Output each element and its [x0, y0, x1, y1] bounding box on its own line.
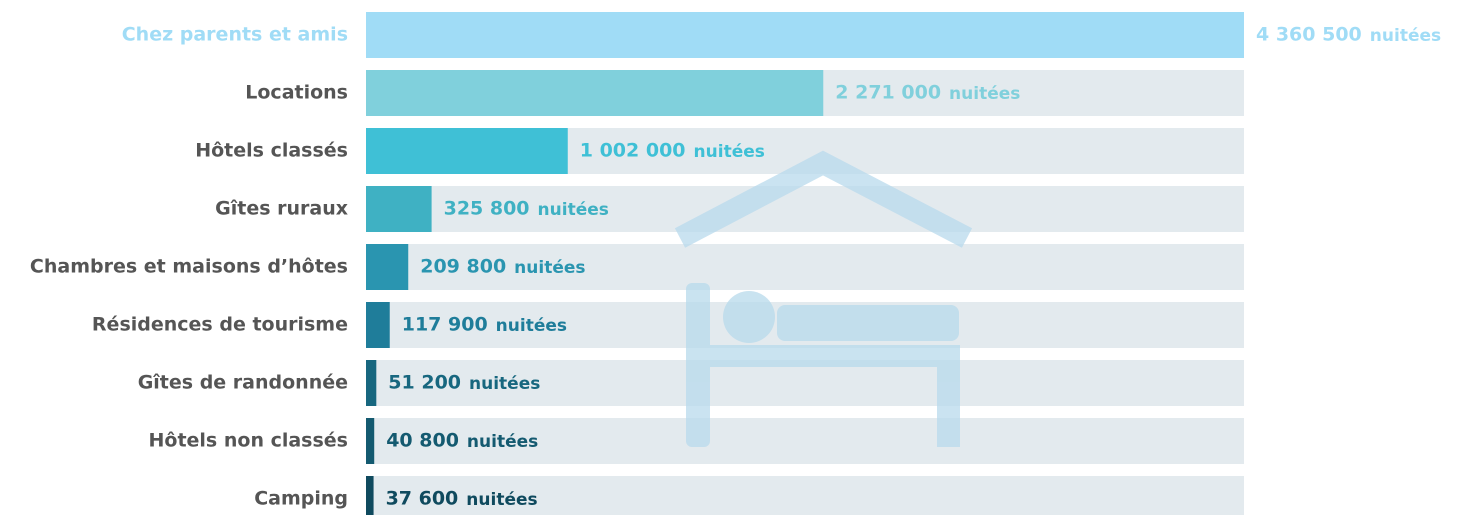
- value-label: 117 900: [402, 314, 488, 336]
- unit-label: nuitées: [466, 490, 537, 510]
- category-label: Gîtes ruraux: [215, 198, 348, 220]
- unit-label: nuitées: [1370, 26, 1441, 46]
- track: [366, 360, 1244, 406]
- tracks: [366, 12, 1244, 515]
- track: [366, 186, 1244, 232]
- unit-label: nuitées: [538, 200, 609, 220]
- track: [366, 476, 1244, 515]
- bar: [366, 186, 432, 232]
- bar: [366, 70, 824, 116]
- value-label: 325 800: [444, 198, 530, 220]
- category-label: Hôtels non classés: [149, 430, 349, 452]
- bar: [366, 244, 409, 290]
- category-label: Chez parents et amis: [122, 24, 348, 46]
- category-label: Hôtels classés: [195, 140, 348, 162]
- bar: [366, 302, 390, 348]
- category-label: Gîtes de randonnée: [138, 372, 348, 394]
- track: [366, 418, 1244, 464]
- bar: [366, 418, 375, 464]
- body: [777, 305, 959, 341]
- value-label: 1 002 000: [580, 140, 686, 162]
- value-label: 51 200: [388, 372, 461, 394]
- unit-label: nuitées: [949, 84, 1020, 104]
- unit-label: nuitées: [467, 432, 538, 452]
- value-label: 37 600: [386, 488, 459, 510]
- category-label: Chambres et maisons d’hôtes: [30, 256, 348, 278]
- unit-label: nuitées: [694, 142, 765, 162]
- value-label: 40 800: [386, 430, 459, 452]
- unit-label: nuitées: [514, 258, 585, 278]
- bar: [366, 12, 1244, 58]
- category-label: Camping: [254, 488, 348, 510]
- unit-label: nuitées: [496, 316, 567, 336]
- bed-frame: [686, 345, 960, 367]
- bed-leg: [937, 345, 960, 447]
- track: [366, 244, 1244, 290]
- bar: [366, 476, 374, 515]
- unit-label: nuitées: [469, 374, 540, 394]
- category-label: Résidences de tourisme: [92, 314, 348, 336]
- value-label: 209 800: [420, 256, 506, 278]
- value-label: 2 271 000: [835, 82, 941, 104]
- house-icon: [674, 150, 973, 447]
- bar: [366, 360, 377, 406]
- roof: [674, 150, 973, 248]
- head: [723, 291, 775, 343]
- category-label: Locations: [245, 82, 348, 104]
- bar: [366, 128, 568, 174]
- value-label: 4 360 500: [1256, 24, 1362, 46]
